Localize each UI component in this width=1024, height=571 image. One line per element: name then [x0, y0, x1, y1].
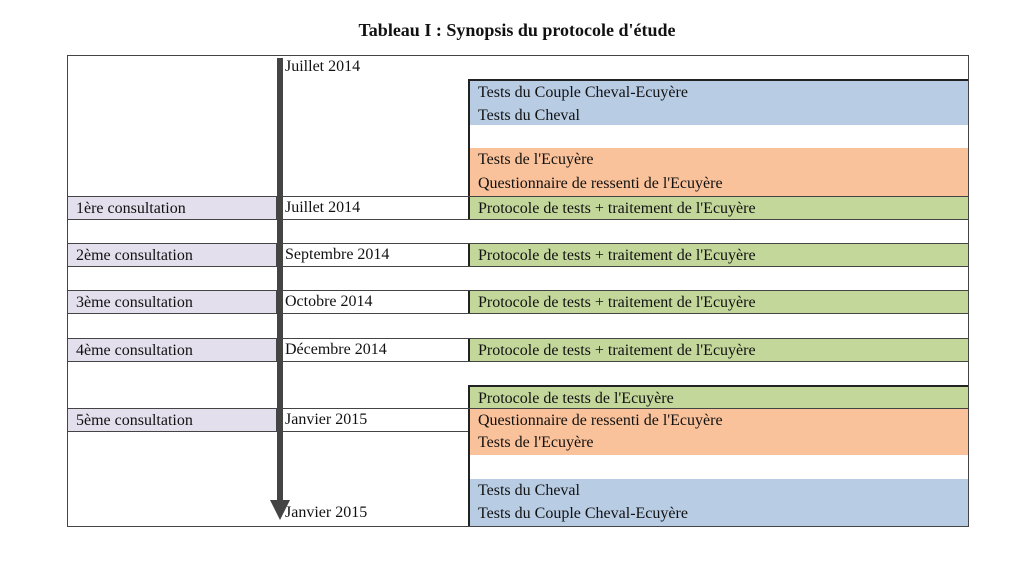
consultation-label: 1ère consultation — [68, 197, 277, 219]
couple-tests: Tests du Couple Cheval-Ecuyère — [478, 84, 688, 101]
consultation-activity: Protocole de tests + traitement de l'Ecu… — [468, 339, 968, 361]
consultation-date: Juillet 2014 — [285, 199, 361, 216]
consultation-activity: Protocole de tests + traitement de l'Ecu… — [468, 197, 968, 219]
end-date: Janvier 2015 — [285, 504, 368, 521]
consultation-date: Décembre 2014 — [285, 341, 387, 358]
consultation-activity: Protocole de tests + traitement de l'Ecu… — [468, 244, 968, 266]
rider-tests-start: Tests de l'Ecuyère Questionnaire de ress… — [468, 148, 968, 196]
rider-tests: Tests de l'Ecuyère — [478, 151, 594, 168]
consultation-activity: Protocole de tests + traitement de l'Ecu… — [468, 291, 968, 313]
timeline-arrow — [277, 58, 283, 502]
end-rider-tests: Tests de l'Ecuyère — [468, 431, 968, 455]
horse-tests-start: Tests du Couple Cheval-Ecuyère Tests du … — [468, 79, 968, 125]
consultation-date: Septembre 2014 — [285, 246, 390, 263]
consultation-label: 4ème consultation — [68, 339, 277, 361]
consultation-label: 3ème consultation — [68, 291, 277, 313]
consultation-label: 2ème consultation — [68, 244, 277, 266]
end-protocol: Protocole de tests de l'Ecuyère — [468, 385, 968, 408]
couple-tests: Tests du Couple Cheval-Ecuyère — [478, 505, 688, 522]
arrow-head-icon — [270, 500, 290, 520]
end-horse-tests: Tests du Cheval Tests du Couple Cheval-E… — [468, 479, 968, 526]
consultation-date: Janvier 2015 — [285, 411, 368, 428]
horse-tests: Tests du Cheval — [478, 482, 580, 499]
synopsis-table — [67, 55, 969, 527]
start-date: Juillet 2014 — [285, 58, 361, 75]
horse-tests: Tests du Cheval — [478, 107, 580, 124]
consultation-label: 5ème consultation — [68, 409, 277, 431]
consultation-activity: Questionnaire de ressenti de l'Ecuyère — [468, 409, 968, 431]
table-title: Tableau I : Synopsis du protocole d'étud… — [358, 20, 676, 40]
rider-questionnaire: Questionnaire de ressenti de l'Ecuyère — [478, 175, 723, 192]
consultation-date: Octobre 2014 — [285, 293, 373, 310]
